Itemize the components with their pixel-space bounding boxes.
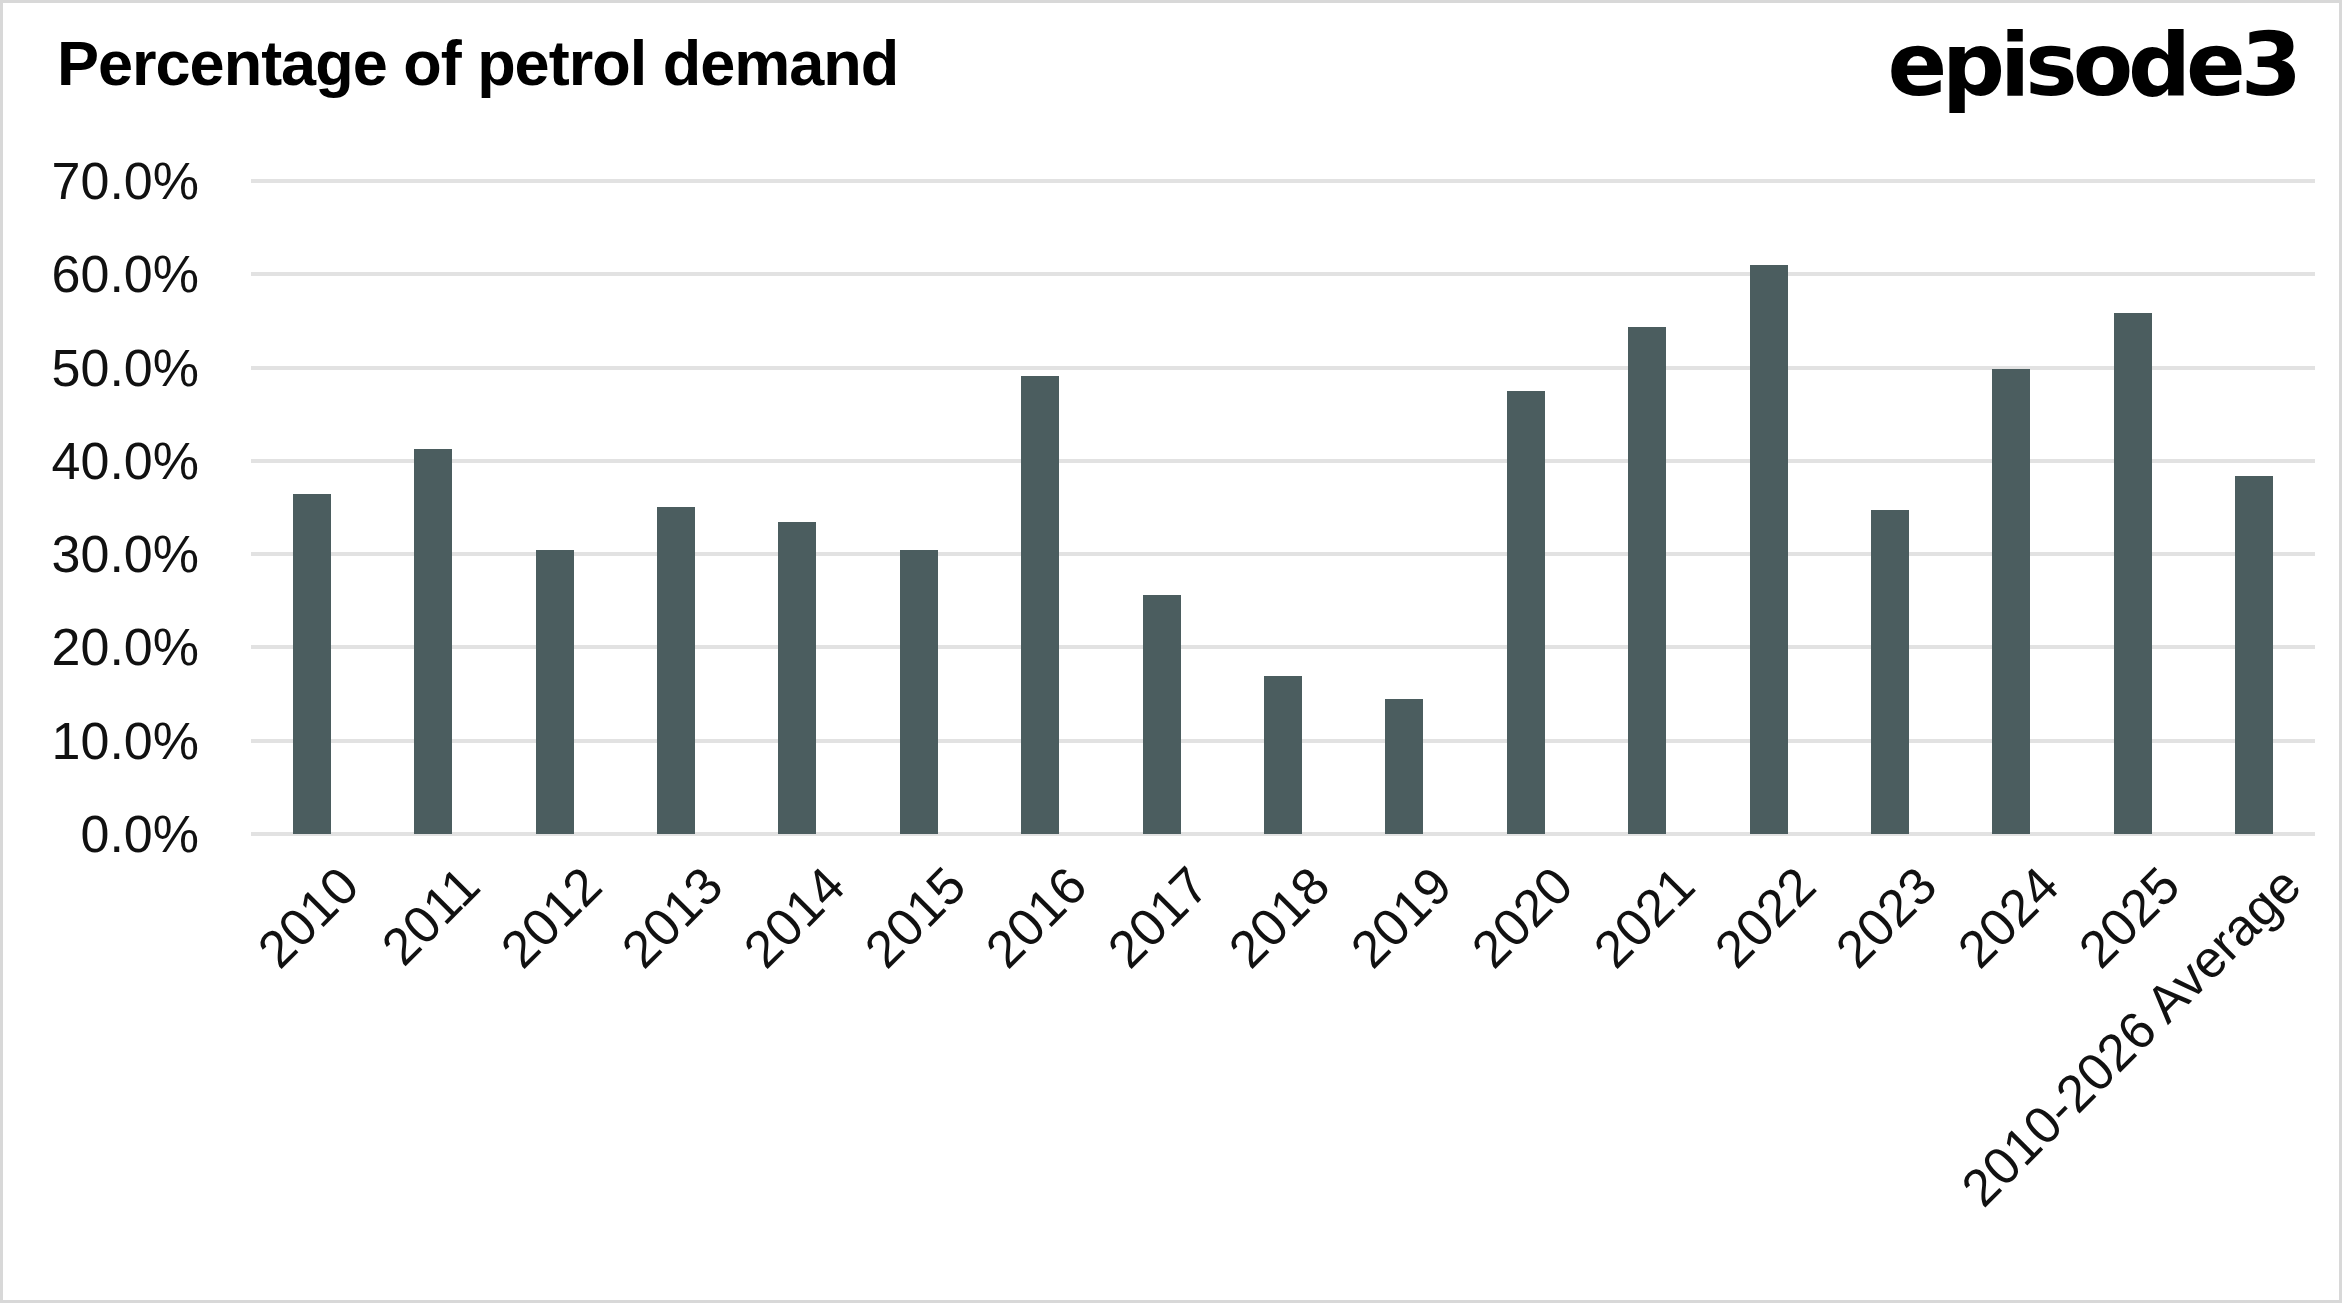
bar-2014 [778,522,816,834]
y-tick-label: 60.0% [3,239,199,309]
gridline [251,179,2315,183]
bar-2018 [1264,676,1302,834]
bar-2013 [657,507,695,834]
x-tick-label: 2010 [246,855,370,979]
bar-2010 [293,494,331,834]
x-tick-label: 2022 [1703,855,1827,979]
bar-2012 [536,550,574,834]
x-tick-label: 2018 [1217,855,1341,979]
x-axis: 2010201120122013201420152016201720182019… [251,855,2315,1275]
x-tick-label: 2014 [732,855,856,979]
y-tick-label: 40.0% [3,426,199,496]
bar-2022 [1750,265,1788,834]
bar-2016 [1021,376,1059,834]
x-tick-label: 2017 [1096,855,1220,979]
y-tick-label: 30.0% [3,519,199,589]
chart-title: Percentage of petrol demand [57,27,898,99]
x-tick-label: 2020 [1460,855,1584,979]
y-tick-label: 20.0% [3,612,199,682]
bar-2021 [1628,327,1666,834]
bar-2019 [1385,699,1423,834]
chart-canvas: Percentage of petrol demand episode3 70.… [0,0,2342,1303]
bar-2015 [900,550,938,834]
bar-2011 [414,449,452,834]
y-tick-label: 70.0% [3,146,199,216]
episode3-logo: episode3 [1887,13,2297,116]
plot-area [251,181,2315,834]
bar-2025 [2114,313,2152,834]
bar-2024 [1992,369,2030,834]
x-tick-label: 2013 [610,855,734,979]
x-tick-label: 2016 [974,855,1098,979]
x-tick-label: 2021 [1581,855,1705,979]
x-tick-label: 2015 [853,855,977,979]
bar-2017 [1143,595,1181,834]
x-tick-label: 2012 [489,855,613,979]
y-tick-label: 50.0% [3,333,199,403]
y-tick-label: 0.0% [3,799,199,869]
bar-2023 [1871,510,1909,834]
y-tick-label: 10.0% [3,706,199,776]
bar-2010-2026 Average [2235,476,2273,834]
x-tick-label: 2024 [1946,855,2070,979]
bar-2020 [1507,391,1545,834]
x-tick-label: 2011 [370,855,492,977]
x-tick-label: 2019 [1339,855,1463,979]
x-tick-label: 2023 [1824,855,1948,979]
gridline [251,272,2315,276]
